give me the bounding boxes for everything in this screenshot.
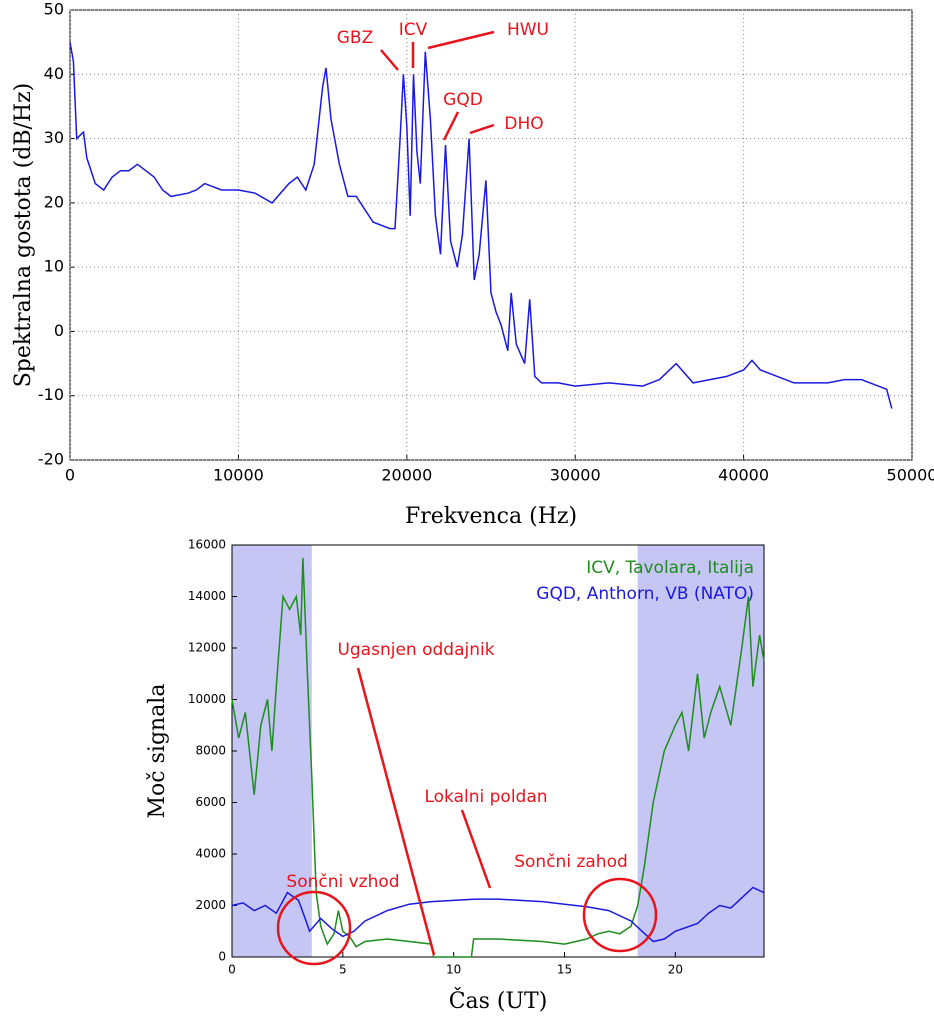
plot-frame bbox=[69, 9, 913, 461]
annotation-pointer bbox=[442, 111, 460, 141]
x-axis-label: Čas (UT) bbox=[449, 987, 548, 1014]
annotation: Ugasnjen oddajnik bbox=[337, 640, 494, 660]
y-tick-label: 10 bbox=[44, 257, 64, 276]
x-tick-label: 0 bbox=[65, 466, 75, 485]
y-tick-label: 50 bbox=[44, 0, 64, 19]
y-tick-label: 40 bbox=[44, 64, 64, 83]
y-tick-label: 10000 bbox=[188, 692, 226, 706]
x-axis-label: Frekvenca (Hz) bbox=[405, 504, 577, 529]
annotation: DHO bbox=[504, 114, 543, 134]
annotation-pointer bbox=[356, 667, 436, 956]
x-tick-label: 0 bbox=[228, 963, 236, 977]
y-tick-label: -10 bbox=[38, 385, 64, 404]
annotation-pointer bbox=[427, 30, 495, 50]
annotation-circle bbox=[276, 890, 352, 966]
x-tick-label: 30000 bbox=[550, 466, 601, 485]
x-tick-label: 40000 bbox=[718, 466, 769, 485]
annotation: Sončni zahod bbox=[514, 852, 628, 872]
annotation: Sončni vzhod bbox=[286, 872, 399, 892]
y-tick-label: 12000 bbox=[188, 641, 226, 655]
x-tick-label: 5 bbox=[339, 963, 347, 977]
y-tick-label: 4000 bbox=[195, 847, 226, 861]
y-tick-label: 0 bbox=[218, 950, 226, 964]
annotation: Lokalni poldan bbox=[424, 787, 547, 807]
x-tick-label: 15 bbox=[557, 963, 572, 977]
series-line bbox=[231, 557, 765, 958]
annotation-pointer bbox=[380, 49, 399, 71]
annotation-pointer bbox=[460, 809, 492, 889]
annotation: HWU bbox=[507, 20, 549, 40]
shaded-span bbox=[637, 545, 764, 957]
x-tick-label: 20000 bbox=[381, 466, 432, 485]
y-tick-label: 8000 bbox=[195, 744, 226, 758]
legend-entry: ICV, Tavolara, Italija bbox=[586, 558, 754, 578]
y-tick-label: -20 bbox=[38, 450, 64, 469]
annotation: GBZ bbox=[337, 28, 373, 48]
series-line bbox=[69, 41, 893, 409]
y-tick-label: 20 bbox=[44, 192, 64, 211]
y-tick-label: 30 bbox=[44, 128, 64, 147]
annotation-pointer bbox=[469, 123, 495, 135]
y-axis-label: Spektralna gostota (dB/Hz) bbox=[11, 83, 36, 388]
y-axis-label: Moč signala bbox=[145, 684, 170, 819]
annotation-circle bbox=[582, 877, 658, 953]
y-tick-label: 6000 bbox=[195, 795, 226, 809]
x-tick-label: 10000 bbox=[213, 466, 264, 485]
x-tick-label: 10 bbox=[446, 963, 461, 977]
legend-entry: GQD, Anthorn, VB (NATO) bbox=[536, 584, 754, 604]
annotation: GQD bbox=[443, 90, 483, 110]
annotation: ICV bbox=[399, 20, 428, 40]
x-tick-label: 50000 bbox=[887, 466, 934, 485]
y-tick-label: 14000 bbox=[188, 589, 226, 603]
series-line bbox=[231, 886, 765, 943]
x-tick-label: 20 bbox=[668, 963, 683, 977]
y-tick-label: 2000 bbox=[195, 898, 226, 912]
y-tick-label: 16000 bbox=[188, 538, 226, 552]
y-tick-label: 0 bbox=[54, 321, 64, 340]
